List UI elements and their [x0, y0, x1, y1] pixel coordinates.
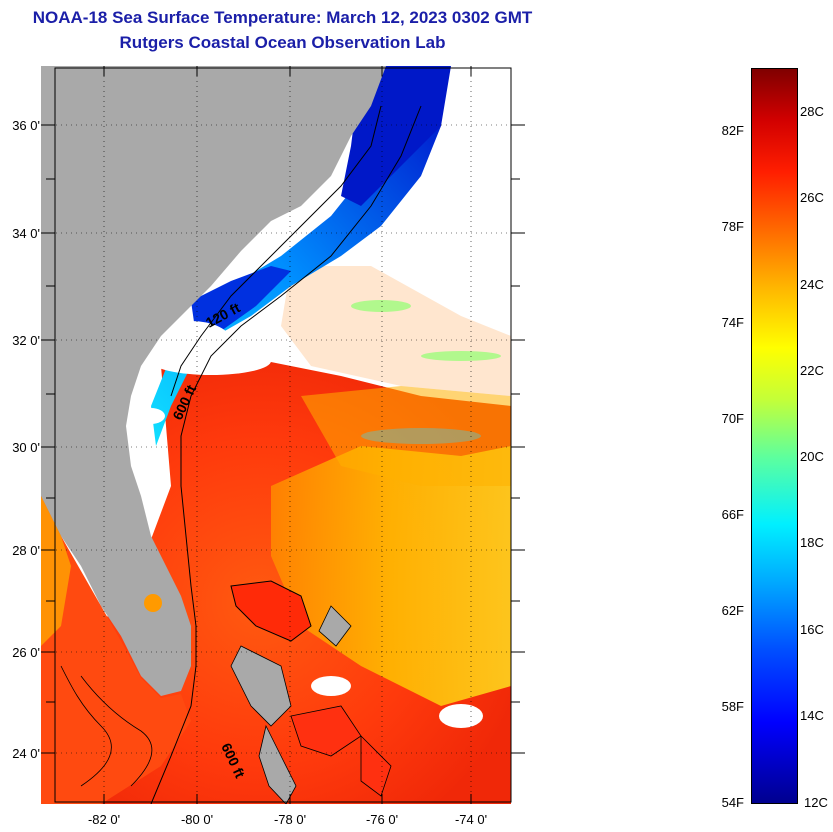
colorbar-label-54f: 54F: [721, 795, 744, 810]
colorbar-label-78f: 78F: [721, 219, 744, 234]
lat-label-36: 36 0': [12, 118, 40, 133]
colorbar-label-58f: 58F: [721, 699, 744, 714]
colorbar-label-16c: 16C: [800, 622, 824, 637]
lat-label-24: 24 0': [12, 746, 40, 761]
colorbar-label-20c: 20C: [800, 449, 824, 464]
lat-label-28: 28 0': [12, 543, 40, 558]
scattered-data-region: [281, 266, 511, 396]
map-title: NOAA-18 Sea Surface Temperature: March 1…: [32, 8, 533, 27]
lon-label-78: -78 0': [273, 812, 307, 827]
colorbar-label-74f: 74F: [721, 315, 744, 330]
sst-map: 120 ft 600 ft 600 ft: [41, 66, 525, 804]
colorbar-label-28c: 28C: [800, 104, 824, 119]
mid-temp-region-2: [301, 386, 511, 486]
cold-water-sc: [191, 266, 291, 336]
colorbar-label-70f: 70F: [721, 411, 744, 426]
lon-label-74: -74 0': [454, 812, 488, 827]
lon-label-76: -76 0': [365, 812, 399, 827]
colorbar-label-82f: 82F: [721, 123, 744, 138]
colorbar-label-22c: 22C: [800, 363, 824, 378]
lat-label-34: 34 0': [12, 226, 40, 241]
colorbar-label-24c: 24C: [800, 277, 824, 292]
temperature-colorbar: [751, 68, 798, 804]
contour-600ft: [150, 105, 422, 804]
contour-120ft: [170, 105, 382, 397]
graticule: [41, 66, 525, 804]
colorbar-label-12c: 12C: [804, 795, 828, 810]
colorbar-label-62f: 62F: [721, 603, 744, 618]
axis-ticks: [41, 66, 525, 804]
lon-label-80: -80 0': [180, 812, 214, 827]
colorbar-label-14c: 14C: [800, 708, 824, 723]
lon-label-82: -82 0': [87, 812, 121, 827]
lat-label-30: 30 0': [12, 440, 40, 455]
florida-gulf-water: [41, 496, 191, 804]
lat-label-26: 26 0': [12, 645, 40, 660]
sst-map-image: 120 ft 600 ft 600 ft: [41, 66, 525, 804]
bahamas-islands: [230, 580, 312, 642]
land-us-southeast: [41, 66, 386, 696]
colorbar-label-18c: 18C: [800, 535, 824, 550]
coastal-cool-band: [151, 126, 441, 446]
lat-label-32: 32 0': [12, 333, 40, 348]
map-subtitle: Rutgers Coastal Ocean Observation Lab: [119, 33, 446, 52]
lake-okeechobee: [144, 594, 162, 612]
colorbar-label-66f: 66F: [721, 507, 744, 522]
colorbar-label-26c: 26C: [800, 190, 824, 205]
